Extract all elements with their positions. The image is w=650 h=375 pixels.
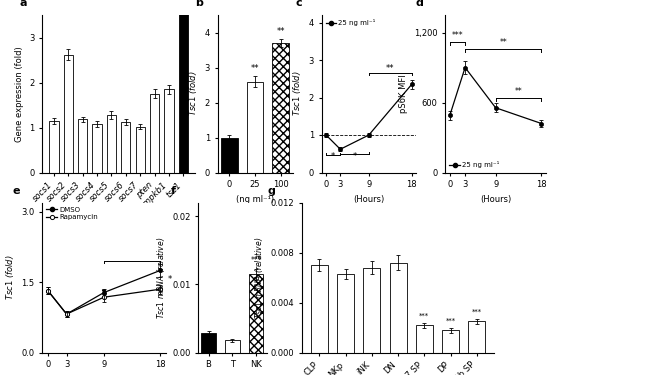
Bar bbox=[150, 94, 159, 172]
Bar bbox=[468, 321, 486, 352]
Text: **: ** bbox=[251, 64, 259, 74]
Y-axis label: $Tsc1$ mRNA (relative): $Tsc1$ mRNA (relative) bbox=[254, 236, 265, 319]
Bar bbox=[221, 138, 238, 172]
Y-axis label: $Tsc1$ (fold): $Tsc1$ (fold) bbox=[4, 255, 16, 300]
Bar bbox=[363, 267, 380, 352]
Text: c: c bbox=[295, 0, 302, 8]
Bar bbox=[442, 330, 459, 352]
Bar bbox=[78, 119, 87, 172]
Bar bbox=[249, 274, 263, 352]
Bar bbox=[247, 81, 263, 172]
Text: ***: *** bbox=[250, 256, 262, 265]
Text: d: d bbox=[415, 0, 423, 8]
Text: **: ** bbox=[515, 87, 523, 96]
Y-axis label: Gene expression (fold): Gene expression (fold) bbox=[15, 46, 23, 142]
Bar bbox=[64, 55, 73, 173]
Text: ***: *** bbox=[419, 313, 430, 319]
Text: ***: *** bbox=[445, 318, 456, 324]
Bar bbox=[136, 127, 145, 172]
Bar bbox=[202, 333, 216, 352]
Bar bbox=[49, 121, 58, 172]
Text: **: ** bbox=[276, 27, 285, 36]
Bar bbox=[272, 43, 289, 172]
Bar bbox=[225, 340, 240, 352]
Text: *: * bbox=[352, 152, 357, 160]
Bar bbox=[311, 265, 328, 352]
Y-axis label: pS6K MFI: pS6K MFI bbox=[400, 74, 408, 113]
Text: **: ** bbox=[499, 38, 507, 47]
Text: f: f bbox=[171, 186, 176, 195]
Legend: DMSO, Rapamycin: DMSO, Rapamycin bbox=[46, 206, 98, 221]
Bar bbox=[179, 0, 188, 172]
Text: *: * bbox=[331, 152, 335, 161]
Text: *: * bbox=[168, 275, 172, 284]
Bar bbox=[164, 89, 174, 172]
Y-axis label: $Tsc1$ (fold): $Tsc1$ (fold) bbox=[187, 71, 199, 117]
X-axis label: (ng ml⁻¹): (ng ml⁻¹) bbox=[236, 195, 274, 204]
Legend: 25 ng ml⁻¹: 25 ng ml⁻¹ bbox=[448, 160, 500, 169]
Bar bbox=[107, 115, 116, 172]
Text: b: b bbox=[195, 0, 203, 8]
X-axis label: (Hours): (Hours) bbox=[353, 195, 385, 204]
Bar bbox=[416, 325, 433, 352]
Bar bbox=[389, 262, 407, 352]
Text: ***: *** bbox=[472, 309, 482, 315]
Text: **: ** bbox=[386, 63, 395, 72]
Y-axis label: $Tsc1$ mRNA (relative): $Tsc1$ mRNA (relative) bbox=[155, 236, 166, 319]
Text: g: g bbox=[268, 186, 276, 195]
Bar bbox=[337, 274, 354, 352]
Bar bbox=[92, 124, 101, 172]
Text: e: e bbox=[12, 186, 20, 195]
Text: ***: *** bbox=[452, 32, 463, 40]
X-axis label: (Hours): (Hours) bbox=[480, 195, 512, 204]
Text: a: a bbox=[20, 0, 27, 8]
Legend: 25 ng ml⁻¹: 25 ng ml⁻¹ bbox=[325, 18, 376, 27]
Bar bbox=[121, 122, 131, 172]
Y-axis label: $Tsc1$ (fold): $Tsc1$ (fold) bbox=[291, 71, 303, 117]
